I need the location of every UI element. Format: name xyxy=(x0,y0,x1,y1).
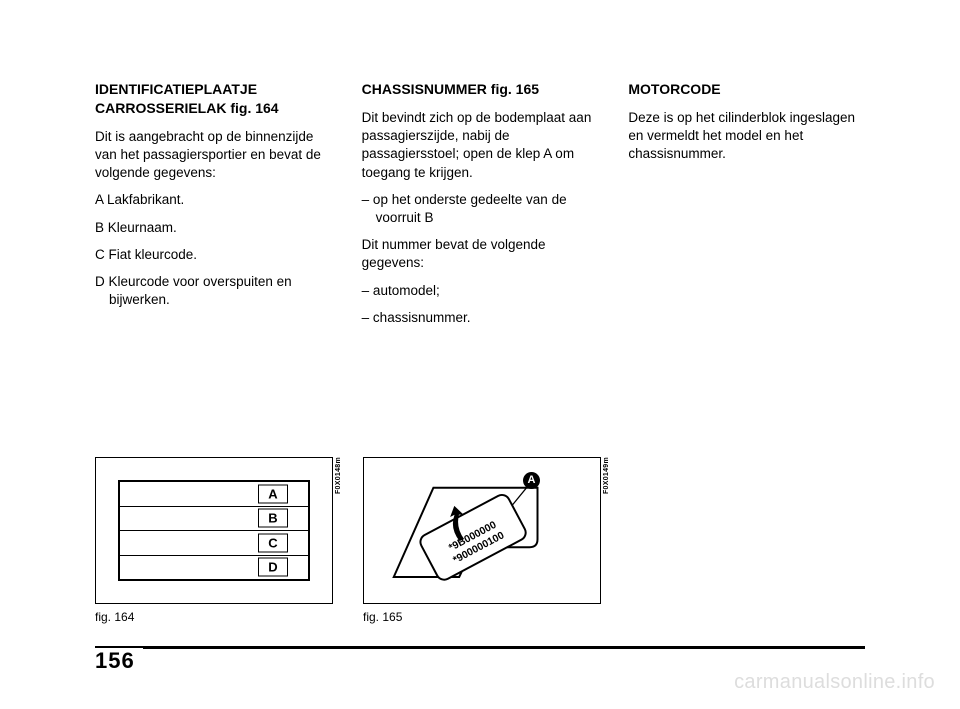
col1-intro: Dit is aangebracht op de binnenzijde van… xyxy=(95,128,332,183)
text-columns: IDENTIFICATIEPLAATJE CARROSSERIELAK fig.… xyxy=(95,80,865,336)
col2-item3: – chassisnummer. xyxy=(362,309,599,327)
plate-row-d: D xyxy=(120,556,308,580)
fig165-callout-a: A xyxy=(523,472,540,489)
plate-row-b: B xyxy=(120,507,308,532)
col1-item-a: A Lakfabrikant. xyxy=(95,191,332,209)
col2-p1: Dit bevindt zich op de bodemplaat aan pa… xyxy=(362,109,599,182)
footer-rule xyxy=(95,646,865,649)
col2-item1: – op het onderste gedeelte van de voorru… xyxy=(362,191,599,227)
col2-heading: CHASSISNUMMER fig. 165 xyxy=(362,80,599,99)
plate-label-c: C xyxy=(258,533,288,552)
plate-label-b: B xyxy=(258,509,288,528)
figures-row: A B C D F0X0148m fig. 164 xyxy=(95,457,601,624)
fig164-box: A B C D xyxy=(95,457,333,604)
col1-item-d: D Kleurcode voor overspuiten en bijwerke… xyxy=(95,273,332,309)
column-2: CHASSISNUMMER fig. 165 Dit bevindt zich … xyxy=(362,80,599,336)
fig164-caption: fig. 164 xyxy=(95,610,333,624)
col3-heading: MOTORCODE xyxy=(628,80,865,99)
figure-164: A B C D F0X0148m fig. 164 xyxy=(95,457,333,624)
plate-label-d: D xyxy=(258,558,288,577)
column-3: MOTORCODE Deze is op het cilinderblok in… xyxy=(628,80,865,336)
column-1: IDENTIFICATIEPLAATJE CARROSSERIELAK fig.… xyxy=(95,80,332,336)
manual-page: IDENTIFICATIEPLAATJE CARROSSERIELAK fig.… xyxy=(0,0,960,709)
watermark: carmanualsonline.info xyxy=(734,671,935,694)
col2-item2: – automodel; xyxy=(362,282,599,300)
col2-p2: Dit nummer bevat de volgende gegevens: xyxy=(362,236,599,272)
fig165-box: *9B000000 *900000100 A xyxy=(363,457,601,604)
fig165-code: F0X0149m xyxy=(603,457,610,494)
fig165-caption: fig. 165 xyxy=(363,610,601,624)
figure-165: *9B000000 *900000100 A F0X0149m fig. 165 xyxy=(363,457,601,624)
col1-heading: IDENTIFICATIEPLAATJE CARROSSERIELAK fig.… xyxy=(95,80,332,118)
fig164-code: F0X0148m xyxy=(335,457,342,494)
plate-row-c: C xyxy=(120,531,308,556)
paint-plate: A B C D xyxy=(118,480,310,581)
plate-label-a: A xyxy=(258,484,288,503)
page-number: 156 xyxy=(95,648,143,674)
col1-item-c: C Fiat kleurcode. xyxy=(95,246,332,264)
col3-p1: Deze is op het cilinderblok ingeslagen e… xyxy=(628,109,865,164)
col1-item-b: B Kleurnaam. xyxy=(95,219,332,237)
plate-row-a: A xyxy=(120,482,308,507)
chassis-plate-icon: *9B000000 *900000100 xyxy=(364,458,600,604)
